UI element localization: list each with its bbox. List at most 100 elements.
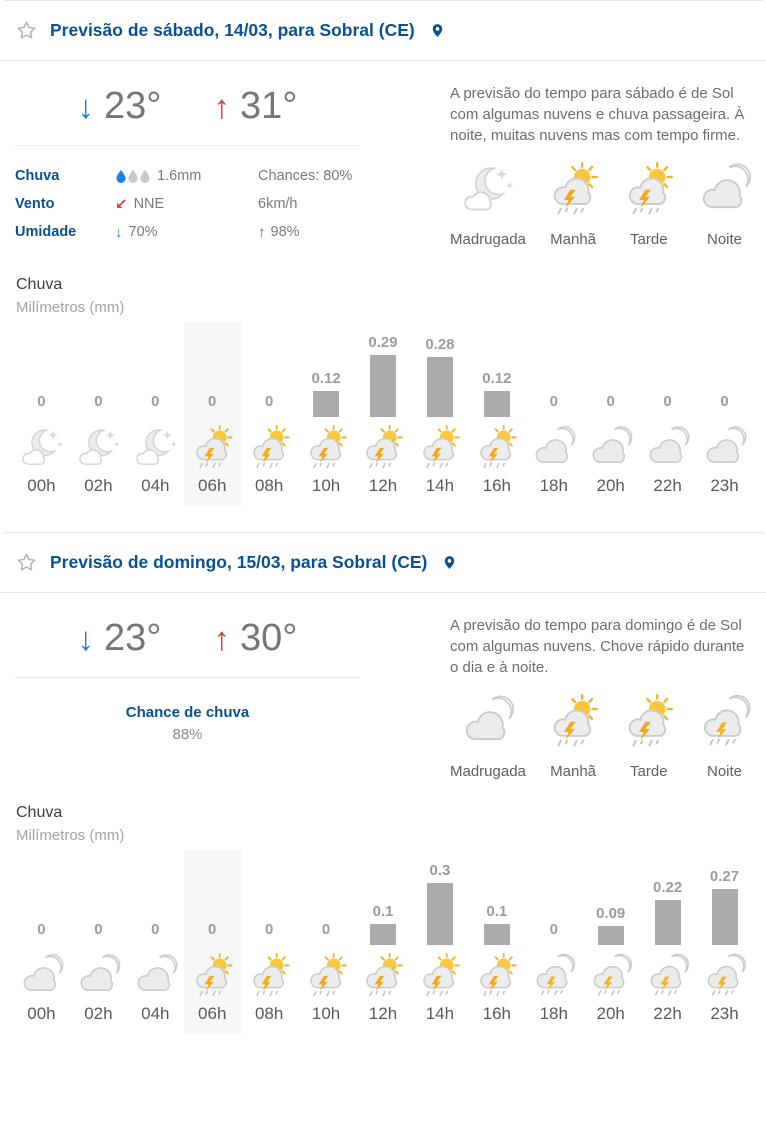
hour-label: 12h xyxy=(368,476,398,495)
max-temperature: ↑ 31° xyxy=(214,87,298,125)
hour-column-12h[interactable]: 0.29 12h xyxy=(355,322,412,506)
hour-column-14h[interactable]: 0.28 14h xyxy=(411,322,468,506)
rain-value: 0.12 xyxy=(311,370,341,387)
hour-column-02h[interactable]: 0 02h xyxy=(70,322,127,506)
rain-value: 0 xyxy=(264,393,274,410)
rain-chance-block: Chance de chuva 88% xyxy=(15,704,360,743)
location-pin-icon[interactable] xyxy=(430,21,445,40)
moon-stars-cloud-icon xyxy=(132,425,179,473)
rain-bar xyxy=(426,883,453,945)
hour-column-23h[interactable]: 0 23h xyxy=(696,322,753,506)
hour-column-06h[interactable]: 0 06h xyxy=(183,322,241,506)
rain-bar xyxy=(654,900,681,945)
storm-sun-icon xyxy=(189,425,236,473)
storm-sun-icon xyxy=(359,953,406,1001)
storm-sun-icon xyxy=(416,953,463,1001)
max-temperature: ↑ 30° xyxy=(214,619,298,657)
favorite-star-icon[interactable] xyxy=(16,552,37,573)
rain-chance-label: Chance de chuva xyxy=(125,704,250,721)
storm-moon-icon xyxy=(587,953,634,1001)
hour-column-22h[interactable]: 0.22 22h xyxy=(639,850,696,1034)
rain-value: 0 xyxy=(37,393,46,410)
humidity-min: 70% xyxy=(128,224,158,240)
hour-column-16h[interactable]: 0.12 16h xyxy=(468,322,525,506)
cloud-moon-icon xyxy=(701,425,748,473)
storm-sun-icon xyxy=(246,425,293,473)
forecast-summary: A previsão do tempo para domingo é de So… xyxy=(450,617,745,676)
hour-column-18h[interactable]: 0 18h xyxy=(525,322,582,506)
hour-label: 23h xyxy=(710,1004,739,1023)
hour-label: 00h xyxy=(27,476,56,495)
hour-column-18h[interactable]: 0 18h xyxy=(525,850,582,1034)
rain-bar xyxy=(483,924,510,945)
hour-column-22h[interactable]: 0 22h xyxy=(639,322,696,506)
rain-bar xyxy=(426,357,453,417)
period-label: Madrugada xyxy=(450,763,526,780)
period-item: Tarde xyxy=(620,162,677,248)
hour-column-23h[interactable]: 0.27 23h xyxy=(696,850,753,1034)
details-table: Chuva 1.6mm Chances: 80% Vento ↙ NNE xyxy=(15,168,375,240)
hour-label: 02h xyxy=(84,476,113,495)
chart-title: Chuva xyxy=(16,804,63,821)
hour-column-10h[interactable]: 0 10h xyxy=(298,850,355,1034)
storm-sun-icon xyxy=(473,953,520,1001)
hour-column-00h[interactable]: 0 00h xyxy=(13,850,70,1034)
hour-column-10h[interactable]: 0.12 10h xyxy=(298,322,355,506)
cloud-moon-icon xyxy=(132,953,179,1001)
hour-column-14h[interactable]: 0.3 14h xyxy=(411,850,468,1034)
hour-label: 20h xyxy=(596,1004,625,1023)
rain-value: 0.28 xyxy=(425,336,455,353)
hour-column-02h[interactable]: 0 02h xyxy=(70,850,127,1034)
arrow-down-icon: ↓ xyxy=(115,223,123,241)
hour-label: 23h xyxy=(710,476,739,495)
temp-min-arrow-icon: ↓ xyxy=(77,619,95,657)
period-item: Manhã xyxy=(545,694,602,780)
location-pin-icon[interactable] xyxy=(442,553,457,572)
forecast-summary: A previsão do tempo para sábado é de Sol… xyxy=(450,85,745,144)
wind-direction-icon: ↙ xyxy=(115,195,128,213)
period-label: Noite xyxy=(706,231,743,248)
hour-column-20h[interactable]: 0.09 20h xyxy=(582,850,639,1034)
rain-value: 0 xyxy=(94,921,103,938)
hour-column-00h[interactable]: 0 00h xyxy=(13,322,70,506)
chart-title: Chuva xyxy=(16,276,63,293)
hour-column-20h[interactable]: 0 20h xyxy=(582,322,639,506)
forecast-title: Previsão de domingo, 15/03, para Sobral … xyxy=(50,552,428,572)
storm-moon-icon xyxy=(701,953,748,1001)
rain-value: 0 xyxy=(151,393,160,410)
period-item: Madrugada xyxy=(450,162,526,248)
hour-column-12h[interactable]: 0.1 12h xyxy=(355,850,412,1034)
hour-column-08h[interactable]: 0 08h xyxy=(241,850,298,1034)
storm-sun-icon xyxy=(416,425,463,473)
period-label: Manhã xyxy=(550,763,597,780)
min-temp-value: 23° xyxy=(104,617,162,659)
hour-column-16h[interactable]: 0.1 16h xyxy=(468,850,525,1034)
rain-value: 0.27 xyxy=(709,868,740,885)
temperature-row: ↓ 23° ↑ 30° xyxy=(15,619,360,657)
hour-label: 22h xyxy=(653,476,682,495)
detail-label: Umidade xyxy=(15,224,77,240)
hour-label: 10h xyxy=(311,1004,341,1023)
period-label: Tarde xyxy=(630,231,668,248)
moon-stars-cloud-icon xyxy=(459,162,516,219)
rain-value: 0.12 xyxy=(482,370,512,387)
rain-value: 0.29 xyxy=(368,334,398,351)
cloud-moon-icon xyxy=(18,953,65,1001)
hour-label: 08h xyxy=(254,476,284,495)
hour-column-04h[interactable]: 0 04h xyxy=(127,850,184,1034)
min-temp-value: 23° xyxy=(104,85,162,127)
hour-column-06h[interactable]: 0 06h xyxy=(183,850,241,1034)
rain-value: 0 xyxy=(720,393,729,410)
rain-value: 0 xyxy=(94,393,103,410)
temperature-row: ↓ 23° ↑ 31° xyxy=(15,87,360,125)
period-label: Madrugada xyxy=(450,231,526,248)
moon-stars-cloud-icon xyxy=(18,425,65,473)
hourly-rain-grid: 0 00h 0 02h 0 04h 0 06h 0 08h 0 10h 0.1 12h 0.3 14h 0.1 1… xyxy=(13,850,753,1034)
period-item: Noite xyxy=(696,162,753,248)
divider xyxy=(15,677,360,678)
hour-column-04h[interactable]: 0 04h xyxy=(127,322,184,506)
rain-value: 0 xyxy=(151,921,160,938)
hour-column-08h[interactable]: 0 08h xyxy=(241,322,298,506)
favorite-star-icon[interactable] xyxy=(16,20,37,41)
hour-label: 00h xyxy=(27,1004,56,1023)
